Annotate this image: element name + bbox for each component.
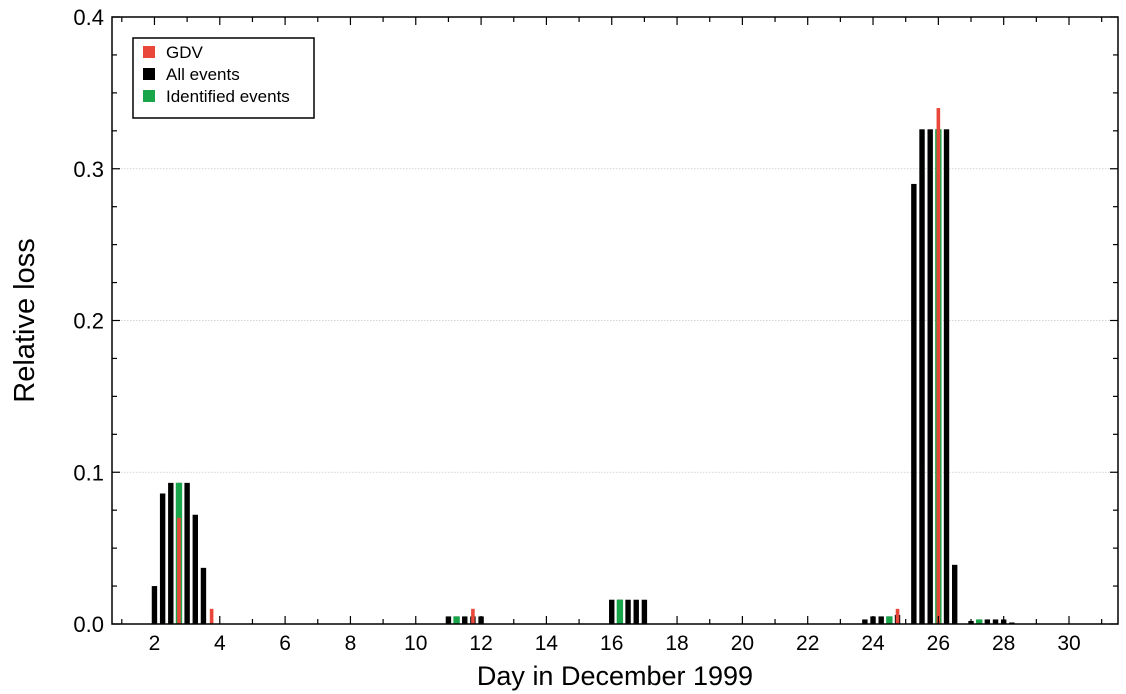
bar-all-events-27 bbox=[951, 564, 958, 624]
bar-all-events-0 bbox=[151, 586, 158, 624]
bar-all-events-14 bbox=[625, 599, 631, 624]
bar-all-events-9 bbox=[462, 616, 468, 624]
bar-all-events-17 bbox=[862, 619, 868, 624]
bar-all-events-5 bbox=[192, 514, 198, 624]
axis-ticks bbox=[112, 16, 1118, 625]
bar-all-events-22 bbox=[911, 183, 917, 625]
bar-all-events-31 bbox=[992, 619, 999, 624]
y-axis-title: Relative loss bbox=[9, 238, 41, 402]
y-tick-label-0: 0.0 bbox=[73, 612, 104, 637]
bar-gdv-0 bbox=[177, 517, 181, 624]
x-tick-label-18: 18 bbox=[665, 632, 688, 655]
bar-gdv-2 bbox=[471, 608, 475, 624]
legend-label-gdv: GDV bbox=[166, 43, 204, 62]
legend-swatch-all-events bbox=[143, 68, 155, 80]
bar-all-events-4 bbox=[184, 482, 190, 624]
x-tick-label-16: 16 bbox=[600, 632, 623, 655]
bar-all-events-16 bbox=[641, 599, 648, 624]
legend-label-all-events: All events bbox=[166, 65, 240, 84]
x-tick-label-22: 22 bbox=[796, 632, 819, 655]
x-tick-label-2: 2 bbox=[149, 632, 161, 655]
bar-all-events-24 bbox=[927, 129, 933, 625]
x-tick-label-8: 8 bbox=[345, 632, 357, 655]
bar-identified-events-5 bbox=[975, 619, 983, 624]
bar-all-events-15 bbox=[633, 599, 639, 624]
y-tick-label-2: 0.2 bbox=[73, 309, 104, 334]
bar-gdv-1 bbox=[209, 608, 214, 624]
y-tick-label-3: 0.3 bbox=[73, 157, 104, 182]
bar-all-events-2 bbox=[168, 482, 174, 624]
x-tick-label-10: 10 bbox=[404, 632, 427, 655]
legend-label-identified-events: Identified events bbox=[166, 87, 290, 106]
x-tick-label-24: 24 bbox=[861, 632, 885, 655]
tick-labels: 2 4 6 8 10 12 14 16 18 20 22 24 26 28 300.00.10.20.30.… bbox=[73, 5, 1080, 655]
bar-all-events-33 bbox=[1009, 622, 1015, 624]
legend-swatch-identified-events bbox=[143, 90, 155, 102]
grid-lines bbox=[112, 168, 1118, 473]
bar-all-events-26 bbox=[943, 129, 950, 625]
bar-identified-events-2 bbox=[616, 599, 624, 624]
legend-swatch-gdv bbox=[143, 46, 155, 58]
bar-all-events-1 bbox=[159, 493, 166, 624]
x-axis-title: Day in December 1999 bbox=[477, 661, 753, 691]
bar-all-events-19 bbox=[878, 616, 884, 624]
bar-all-events-12 bbox=[609, 599, 615, 624]
x-tick-label-30: 30 bbox=[1057, 632, 1080, 655]
bar-gdv-3 bbox=[895, 608, 900, 624]
legend: GDV All events Identified events bbox=[132, 37, 315, 119]
x-tick-label-26: 26 bbox=[927, 632, 950, 655]
x-tick-label-20: 20 bbox=[731, 632, 754, 655]
bar-all-events-30 bbox=[984, 619, 991, 624]
y-tick-label-1: 0.1 bbox=[73, 460, 104, 485]
bar-all-events-23 bbox=[919, 129, 925, 625]
bar-all-events-6 bbox=[200, 567, 207, 624]
bar-identified-events-1 bbox=[453, 616, 460, 624]
bar-identified-events-3 bbox=[886, 616, 893, 624]
x-tick-label-28: 28 bbox=[992, 632, 1015, 655]
x-tick-label-14: 14 bbox=[535, 632, 559, 655]
x-tick-label-12: 12 bbox=[469, 632, 492, 655]
y-tick-label-4: 0.4 bbox=[73, 5, 104, 30]
x-tick-label-6: 6 bbox=[279, 632, 291, 655]
x-tick-label-4: 4 bbox=[214, 632, 226, 655]
legend-box bbox=[132, 37, 315, 119]
bar-gdv-4 bbox=[936, 108, 941, 625]
bars bbox=[151, 108, 1015, 625]
